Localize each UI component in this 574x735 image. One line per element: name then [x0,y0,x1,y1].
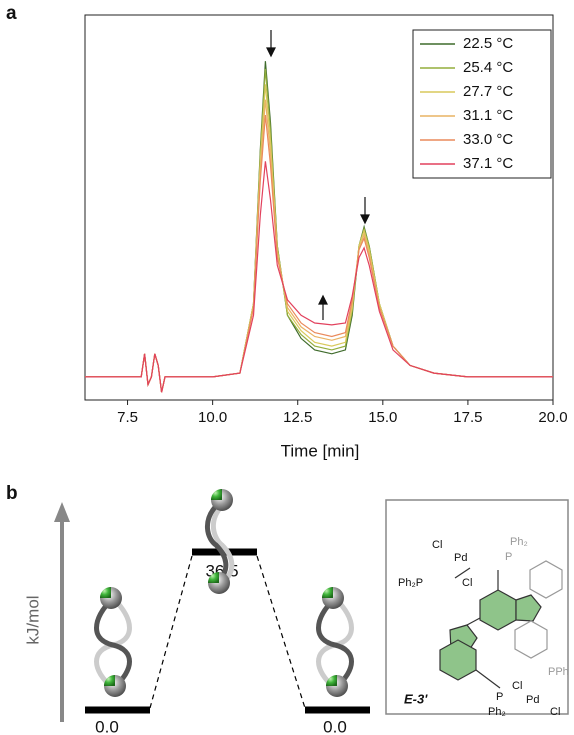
x-tick-label: 17.5 [453,409,482,426]
atom-label: Pd [526,694,539,706]
atom-label: Ph₂ [488,706,506,718]
legend-label: 27.7 °C [463,83,513,100]
atom-label: Cl [512,680,522,692]
chart: 7.5 10.0 12.5 15.0 17.5 20.0 22.5 °C 25.4 °C 27.… [85,29,568,426]
sphere-green [208,572,219,583]
level-label: 0.0 [95,717,119,735]
atom-label: Pd [454,552,467,564]
atom-label: Cl [432,539,442,551]
level-label: 0.0 [323,717,347,735]
x-tick-label: 10.0 [198,409,227,426]
energy-axis [54,502,70,722]
atom-label: P [505,551,512,563]
legend-label: 31.1 °C [463,107,513,124]
tube [94,596,132,690]
sphere-green [322,587,333,598]
legend-box [412,29,552,179]
sphere-green [211,489,222,500]
energy-axis-label: kJ/mol [23,595,42,644]
x-tick-label: 15.0 [368,409,397,426]
panel-label: a [6,3,17,24]
atom-label: PPh [548,666,569,678]
panel-label: b [6,483,18,504]
sphere-green [100,587,111,598]
tube [205,500,229,585]
plot-frame [84,14,554,401]
atom-label: Ph₂P [398,577,423,589]
x-tick-label: 12.5 [283,409,312,426]
x-tick-label: 20.0 [538,409,567,426]
legend-label: 37.1 °C [463,155,513,172]
legend-label: 22.5 °C [463,35,513,52]
tube [316,596,354,690]
cartoons [94,489,419,698]
legend-label: 33.0 °C [463,131,513,148]
sphere-green [326,675,337,686]
legend-label: 25.4 °C [463,59,513,76]
x-tick-label: 7.5 [117,409,138,426]
atom-label: Cl [550,706,560,718]
series-line [85,161,553,393]
x-axis-label: Time [min] [281,441,360,460]
structure [439,560,563,689]
atom-label: Cl [462,577,472,589]
atom-label: P [496,691,503,703]
tube [211,500,235,585]
arrows [266,30,370,320]
sphere-green [104,675,115,686]
atom-label: Ph₂ [510,536,528,548]
compound-label: E-3' [404,691,428,706]
